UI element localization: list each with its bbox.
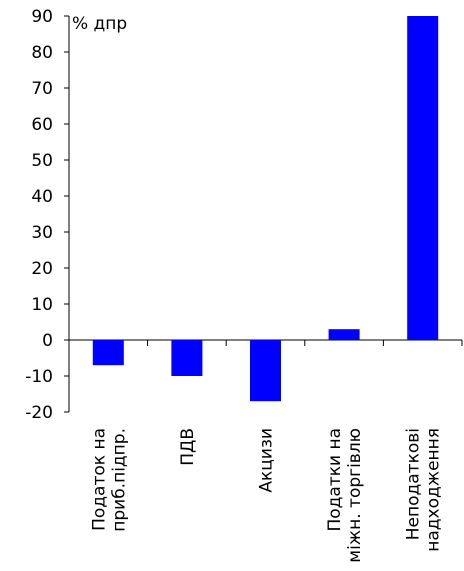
x-tick-label: ПДВ: [178, 428, 198, 466]
y-tick-label: 90: [31, 7, 53, 27]
bar: [92, 340, 124, 366]
y-tick-label: 40: [31, 187, 53, 207]
x-tick-label: Податок на: [89, 428, 109, 531]
bars: [92, 16, 439, 402]
bar: [407, 16, 439, 340]
x-tick-label: міжн. торгівлю: [345, 428, 365, 563]
y-axis: 90 80 70 60 50 40 30 20 10 0 -10 -20: [25, 7, 70, 423]
x-tick-label: надходження: [424, 428, 444, 552]
y-tick-label: -10: [25, 367, 53, 387]
bar: [171, 340, 203, 376]
y-tick-label: 50: [31, 151, 53, 171]
y-tick-label: 60: [31, 115, 53, 135]
x-tick-labels: Податок на приб.підпр. ПДВ Акцизи Податки на…: [89, 428, 443, 563]
y-tick-label: -20: [25, 403, 53, 423]
y-tick-label: 70: [31, 79, 53, 99]
x-tick-label: Акцизи: [257, 428, 277, 493]
y-tick-label: 30: [31, 223, 53, 243]
x-tick-label: приб.підпр.: [109, 428, 129, 532]
bar: [250, 340, 281, 402]
x-tick-label: Неподаткові: [404, 428, 424, 540]
y-tick-label: 10: [31, 295, 53, 315]
y-tick-label: 20: [31, 259, 53, 279]
bar: [328, 329, 360, 340]
x-tick-label: Податки на: [325, 428, 345, 532]
y-tick-label: 0: [42, 331, 53, 351]
y-axis-label: % дпр: [72, 14, 127, 34]
y-tick-label: 80: [31, 43, 53, 63]
